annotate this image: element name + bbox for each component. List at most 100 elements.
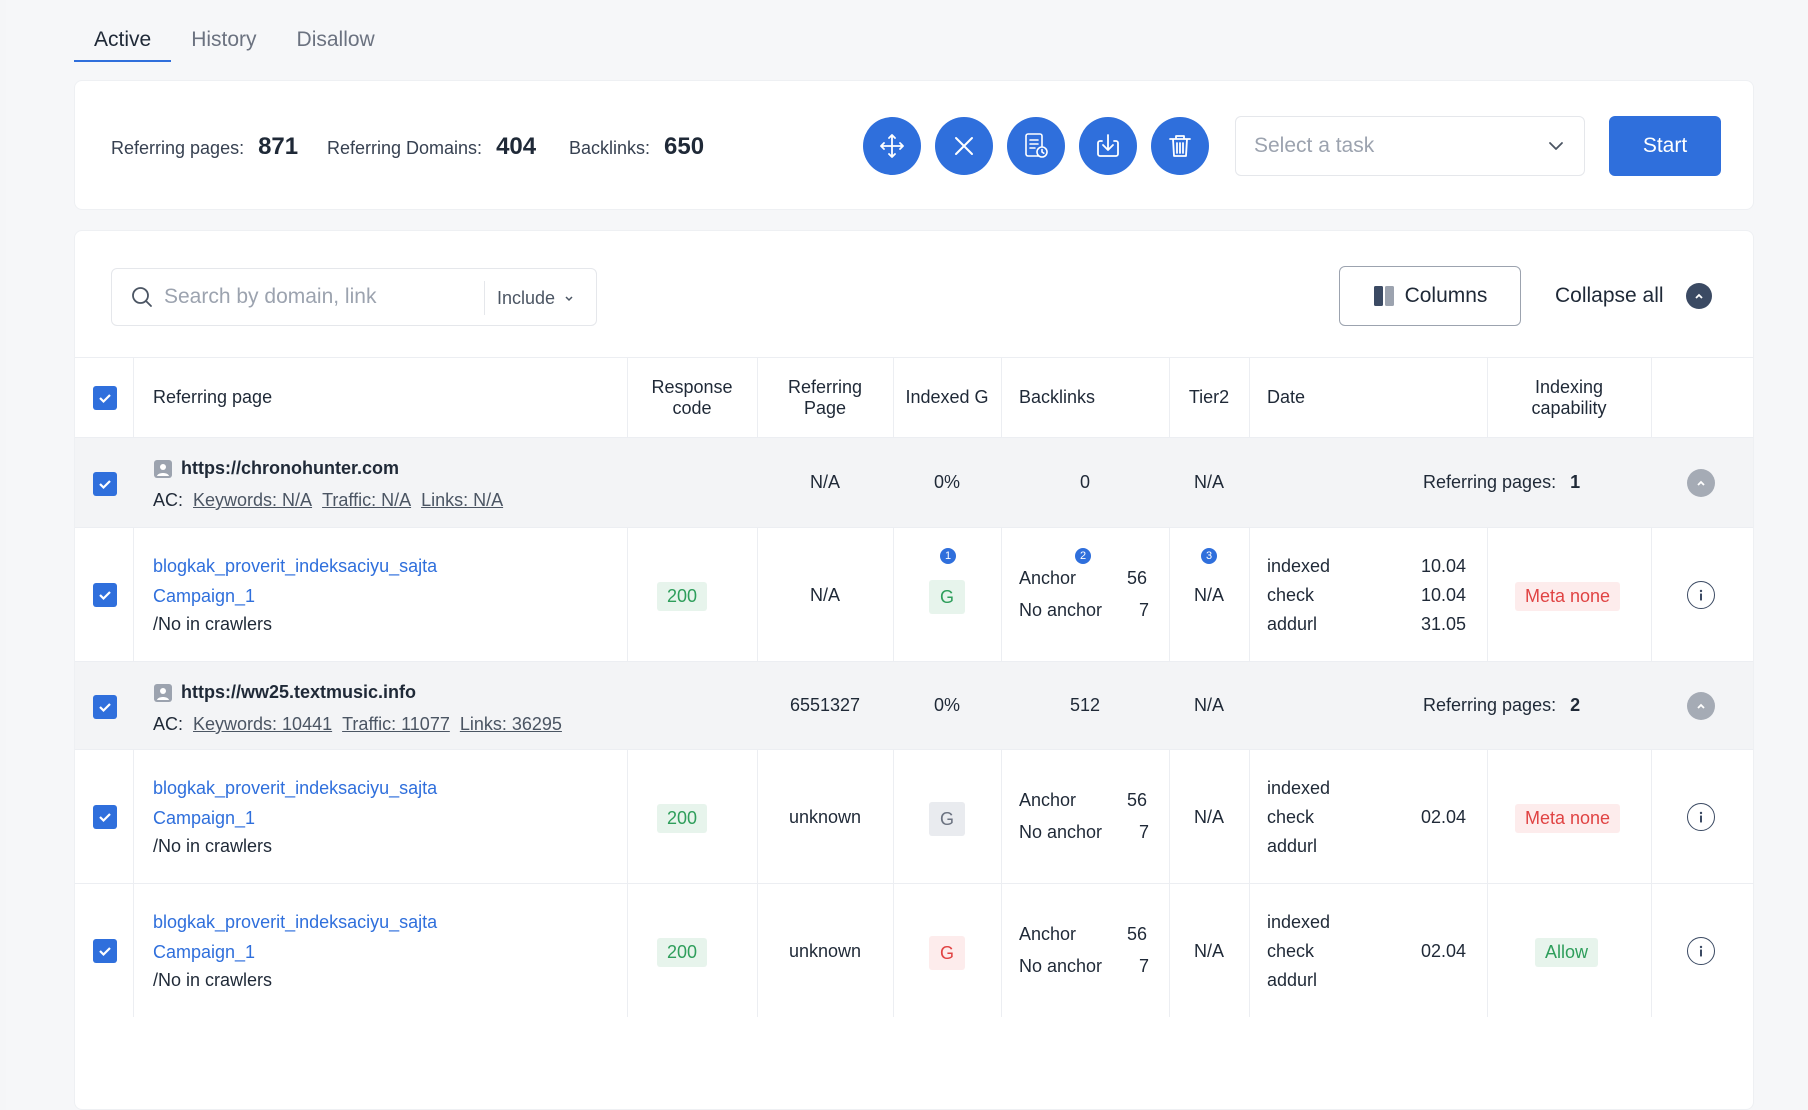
anchor-value: 56: [1127, 568, 1148, 588]
table-row: blogkak_proverit_indeksaciyu_sajta Campa…: [75, 749, 1753, 883]
referring-page-link[interactable]: blogkak_proverit_indeksaciyu_sajta: [153, 912, 438, 932]
header-backlinks[interactable]: Backlinks: [1019, 387, 1096, 407]
google-index-status: G: [929, 936, 965, 970]
group-indexed: 0%: [933, 695, 960, 715]
date-value: 31.05: [1421, 614, 1467, 634]
stat-backlinks: Backlinks: 650: [569, 133, 704, 161]
header-indexed-g[interactable]: Indexed G: [905, 387, 989, 407]
date-status: indexed: [1267, 912, 1331, 932]
campaign-link[interactable]: Campaign_1: [153, 942, 256, 962]
row-checkbox[interactable]: [93, 805, 117, 829]
task-select[interactable]: Select a task: [1235, 116, 1585, 176]
tab-history[interactable]: History: [191, 28, 257, 51]
page: Active History Disallow Referring pages:…: [6, 0, 1808, 1110]
header-tier2[interactable]: Tier2: [1188, 387, 1230, 407]
row-checkbox[interactable]: [93, 695, 117, 719]
no-anchor-label: No anchor: [1019, 600, 1103, 620]
traffic-link[interactable]: Traffic: N/A: [322, 490, 412, 510]
close-icon: [955, 137, 973, 155]
table-panel: Include Columns Collapse all: [74, 230, 1754, 1110]
group-tier2: N/A: [1193, 695, 1224, 715]
download-button[interactable]: [1079, 117, 1137, 175]
anchor-label: Anchor: [1019, 790, 1077, 810]
info-button[interactable]: [1687, 937, 1715, 965]
stat-value: 404: [496, 133, 537, 160]
domain-group-row: https://ww25.textmusic.info AC: Keywords…: [75, 661, 1753, 749]
referring-page-value: unknown: [788, 941, 862, 961]
task-select-placeholder: Select a task: [1254, 134, 1375, 157]
include-select[interactable]: Include: [484, 281, 575, 315]
table-row: blogkak_proverit_indeksaciyu_sajta Campa…: [75, 527, 1753, 661]
tab-active[interactable]: Active: [74, 18, 172, 62]
date-status: addurl: [1267, 836, 1318, 856]
anchor-value: 56: [1127, 790, 1148, 810]
select-all-checkbox[interactable]: [93, 386, 117, 410]
campaign-link[interactable]: Campaign_1: [153, 808, 256, 828]
stat-referring-domains: Referring Domains: 404: [327, 133, 536, 161]
ref-pages-value: 2: [1570, 695, 1581, 715]
campaign-link[interactable]: Campaign_1: [153, 586, 256, 606]
cancel-button[interactable]: [935, 117, 993, 175]
group-referring-page: 6551327: [789, 695, 861, 715]
keywords-link[interactable]: Keywords: N/A: [193, 490, 313, 510]
image-placeholder-icon: [154, 459, 172, 478]
move-button[interactable]: [863, 117, 921, 175]
keywords-link[interactable]: Keywords: 10441: [193, 714, 333, 734]
collapse-group-button[interactable]: [1687, 469, 1715, 497]
header-referring-page-2[interactable]: Referring Page: [787, 376, 863, 418]
header-referring-page[interactable]: Referring page: [153, 387, 273, 407]
collapse-group-button[interactable]: [1687, 692, 1715, 720]
check-icon: [99, 591, 111, 601]
group-referring-pages: Referring pages: 2: [1423, 662, 1580, 749]
columns-button[interactable]: Columns: [1339, 266, 1521, 326]
referring-page-value: unknown: [788, 807, 862, 827]
referring-page-link[interactable]: blogkak_proverit_indeksaciyu_sajta: [153, 556, 438, 576]
header-date[interactable]: Date: [1267, 387, 1306, 407]
row-checkbox[interactable]: [93, 583, 117, 607]
indexing-capability-badge: Meta none: [1515, 804, 1621, 833]
group-backlinks: 512: [1069, 695, 1101, 715]
collapse-all-label: Collapse all: [1555, 284, 1664, 307]
delete-button[interactable]: [1151, 117, 1209, 175]
traffic-link[interactable]: Traffic: 11077: [342, 714, 450, 734]
info-button[interactable]: [1687, 803, 1715, 831]
start-button[interactable]: Start: [1609, 116, 1721, 176]
search-box: Include: [111, 268, 597, 326]
links-link[interactable]: Links: N/A: [421, 490, 504, 510]
links-link[interactable]: Links: 36295: [459, 714, 562, 734]
domain-url[interactable]: https://chronohunter.com: [181, 458, 399, 478]
no-anchor-value: 7: [1139, 956, 1150, 976]
header-response-code[interactable]: Response code: [651, 376, 733, 418]
header-indexing-capability[interactable]: Indexing capability: [1531, 376, 1607, 418]
report-button[interactable]: [1007, 117, 1065, 175]
no-anchor-value: 7: [1139, 600, 1150, 620]
chevron-up-icon: [1697, 480, 1705, 486]
download-icon: [1097, 134, 1119, 157]
group-referring-page: N/A: [809, 472, 840, 492]
check-icon: [99, 703, 111, 713]
referring-page-link[interactable]: blogkak_proverit_indeksaciyu_sajta: [153, 778, 438, 798]
tab-disallow[interactable]: Disallow: [296, 28, 375, 51]
group-tier2: N/A: [1193, 472, 1224, 492]
row-checkbox[interactable]: [93, 472, 117, 496]
row-checkbox[interactable]: [93, 939, 117, 963]
stat-referring-pages: Referring pages: 871: [111, 133, 298, 161]
collapse-all-button[interactable]: Collapse all: [1555, 266, 1712, 326]
domain-title: https://ww25.textmusic.info: [153, 682, 416, 703]
chevron-down-icon: [565, 296, 573, 302]
search-input[interactable]: [164, 285, 464, 309]
tier2-value: N/A: [1193, 941, 1224, 961]
domain-url[interactable]: https://ww25.textmusic.info: [181, 682, 417, 702]
stat-value: 871: [258, 133, 299, 160]
date-status: check: [1267, 941, 1315, 961]
date-value: 02.04: [1421, 941, 1467, 961]
domain-title: https://chronohunter.com: [153, 458, 399, 479]
indexing-capability-badge: Meta none: [1515, 582, 1621, 611]
move-icon: [880, 134, 904, 158]
chevron-up-icon: [1685, 283, 1712, 309]
info-button[interactable]: [1687, 581, 1715, 609]
check-icon: [99, 813, 111, 823]
crawler-status: /No in crawlers: [153, 836, 273, 856]
info-icon: [1699, 945, 1703, 957]
ac-label: AC:: [153, 490, 184, 510]
